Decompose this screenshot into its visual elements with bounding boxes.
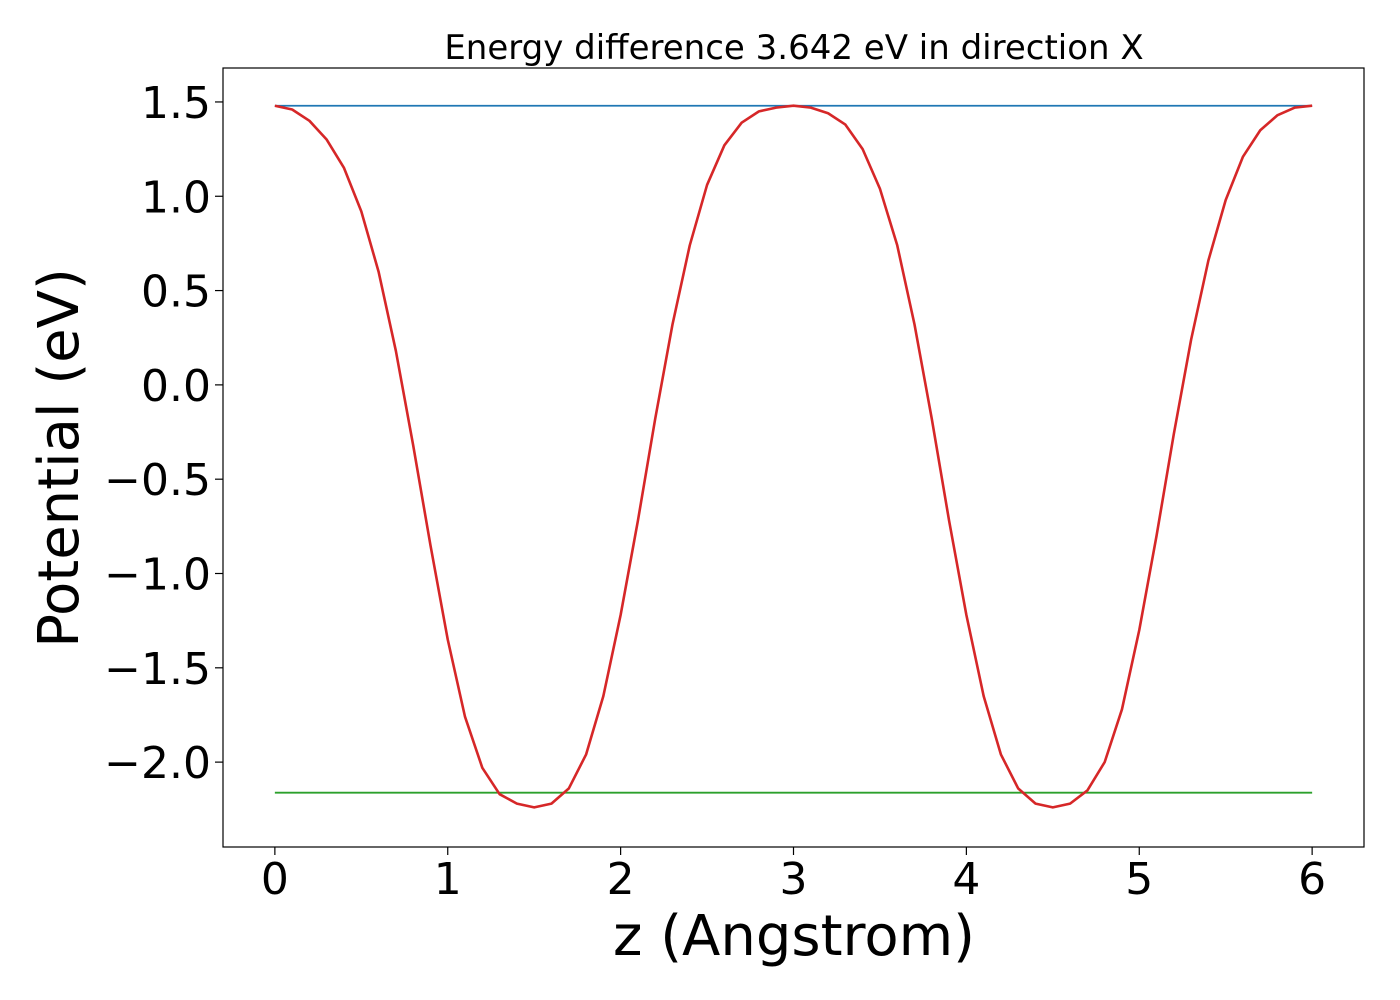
y-tick-label: 0.5 — [141, 267, 211, 318]
x-tick-label: 3 — [780, 854, 808, 905]
potential-curve — [274, 104, 1313, 809]
x-tick-label: 4 — [952, 854, 980, 905]
plot-area — [274, 104, 1313, 809]
y-tick-label: −2.0 — [104, 738, 211, 789]
y-tick-label: −1.5 — [104, 644, 211, 695]
x-tick-label: 5 — [1125, 854, 1153, 905]
y-tick-label: 0.0 — [141, 361, 211, 412]
x-tick-label: 0 — [261, 854, 289, 905]
x-tick-label: 1 — [434, 854, 462, 905]
y-axis-label: Potential (eV) — [27, 268, 92, 648]
chart-title: Energy difference 3.642 eV in direction … — [444, 28, 1143, 68]
y-tick-label: 1.0 — [141, 172, 211, 223]
y-tick-label: −1.0 — [104, 550, 211, 601]
x-tick-label: 2 — [607, 854, 635, 905]
x-axis-label: z (Angstrom) — [613, 904, 975, 969]
y-tick-label: −0.5 — [104, 455, 211, 506]
x-axis: 0 1 2 3 4 5 6 — [261, 847, 1326, 905]
y-axis: 1.5 1.0 0.5 0.0 −0.5 −1.0 −1.5 −2.0 — [104, 78, 223, 789]
y-tick-label: 1.5 — [141, 78, 211, 129]
x-tick-label: 6 — [1298, 854, 1326, 905]
